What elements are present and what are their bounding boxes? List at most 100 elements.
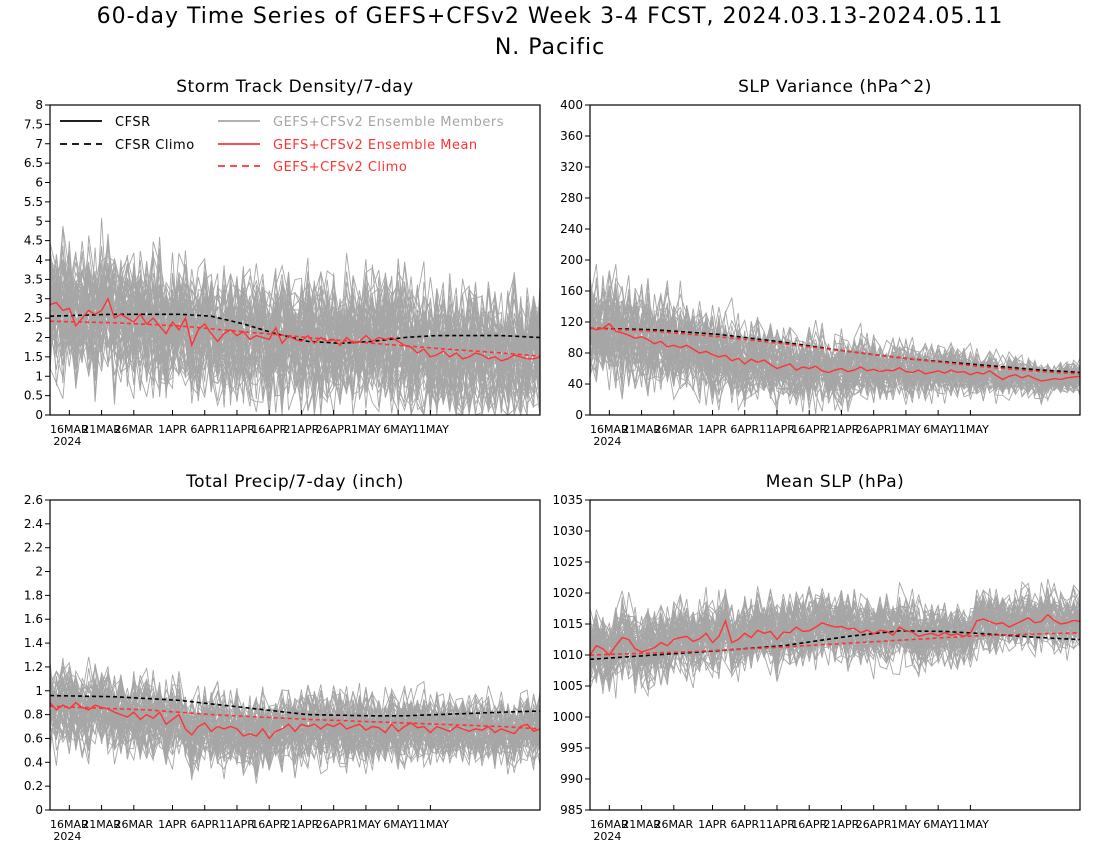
- y-tick-label: 2.2: [24, 541, 43, 555]
- x-tick-label: 26MAR: [654, 423, 693, 436]
- x-tick-label: 1APR: [158, 423, 187, 436]
- y-tick-label: 7: [35, 137, 43, 151]
- legend-label: GEFS+CFSv2 Ensemble Mean: [273, 138, 478, 153]
- ensemble-member-line: [590, 285, 1080, 398]
- ensemble-member-line: [590, 321, 1080, 398]
- plot-area: [590, 578, 1080, 699]
- legend-label: GEFS+CFSv2 Climo: [273, 160, 407, 175]
- ensemble-member-line: [50, 256, 540, 415]
- x-tick-label: 16APR: [791, 818, 827, 831]
- x-tick-label: 6APR: [730, 818, 759, 831]
- y-tick-label: 2.6: [24, 493, 43, 507]
- ensemble-mean-line: [590, 322, 1080, 382]
- x-tick-label: 6MAY: [923, 423, 953, 436]
- y-tick-label: 5.5: [24, 195, 43, 209]
- ensemble-member-line: [50, 263, 540, 414]
- x-tick-label: 21MAR: [82, 423, 121, 436]
- y-tick-label: 320: [560, 160, 583, 174]
- x-tick-label: 21APR: [284, 423, 320, 436]
- chart-panel-4: 985 990 995 1000 1005 1010 1015 1020 1025 1030 103…: [552, 472, 1081, 843]
- x-tick-label: 21APR: [824, 818, 860, 831]
- chart-panel-1: 00.511.522.533.544.555.566.577.5816MAR21…: [24, 77, 541, 448]
- panel-title: SLP Variance (hPa^2): [738, 77, 932, 97]
- ensemble-member-line: [50, 678, 540, 764]
- x-tick-label: 11APR: [219, 423, 255, 436]
- x-tick-label: 16MAR: [50, 423, 89, 436]
- ensemble-mean-line: [50, 701, 540, 740]
- ensemble-member-line: [50, 270, 540, 415]
- ensemble-member-line: [50, 683, 540, 774]
- x-tick-label: 26MAR: [654, 818, 693, 831]
- y-tick-label: 1010: [552, 648, 583, 662]
- y-tick-label: 3.5: [24, 272, 43, 286]
- ensemble-member-line: [590, 289, 1080, 415]
- ensemble-member-line: [50, 683, 540, 784]
- x-tick-label: 21MAR: [622, 423, 661, 436]
- x-tick-label: 6MAY: [383, 423, 413, 436]
- x-tick-label: 6APR: [190, 423, 219, 436]
- y-tick-label: 3: [35, 292, 43, 306]
- y-tick-label: 40: [568, 377, 583, 391]
- gefs-climo-line: [590, 631, 1080, 656]
- y-tick-label: 1.2: [24, 660, 43, 674]
- y-tick-label: 1025: [552, 555, 583, 569]
- y-tick-label: 1: [35, 684, 43, 698]
- x-tick-label: 1APR: [158, 818, 187, 831]
- y-tick-label: 2.5: [24, 311, 43, 325]
- ensemble-member-line: [50, 661, 540, 764]
- y-tick-label: 0.4: [24, 755, 43, 769]
- figure-title: 60-day Time Series of GEFS+CFSv2 Week 3-…: [96, 4, 1004, 29]
- y-tick-label: 1030: [552, 524, 583, 538]
- y-tick-label: 7.5: [24, 117, 43, 131]
- y-tick-label: 1020: [552, 586, 583, 600]
- y-tick-label: 2.4: [24, 517, 43, 531]
- x-tick-label: 16MAR: [50, 818, 89, 831]
- y-tick-label: 0.5: [24, 389, 43, 403]
- y-tick-label: 8: [35, 98, 43, 112]
- x-tick-label: 1APR: [698, 818, 727, 831]
- y-tick-label: 4: [35, 253, 43, 267]
- x-tick-label: 6MAY: [923, 818, 953, 831]
- y-tick-label: 1.6: [24, 612, 43, 626]
- x-tick-label: 26APR: [856, 818, 892, 831]
- y-tick-label: 0: [575, 408, 583, 422]
- ensemble-member-line: [590, 597, 1080, 675]
- plot-area: [50, 218, 540, 415]
- y-tick-label: 0: [35, 803, 43, 817]
- y-tick-label: 200: [560, 253, 583, 267]
- ensemble-mean-line: [50, 297, 540, 362]
- ensemble-member-line: [50, 261, 540, 411]
- gefs-climo-line: [590, 327, 1080, 375]
- y-tick-label: 1.5: [24, 350, 43, 364]
- x-tick-label: 26APR: [316, 818, 352, 831]
- cfsr-climo-line: [50, 313, 540, 345]
- x-tick-label: 16MAR: [590, 818, 629, 831]
- x-tick-label: 6APR: [190, 818, 219, 831]
- panel-title: Total Precip/7-day (inch): [185, 472, 404, 492]
- ensemble-member-line: [590, 600, 1080, 677]
- x-tick-label: 11APR: [759, 423, 795, 436]
- x-tick-label: 16APR: [251, 818, 287, 831]
- y-tick-label: 0.6: [24, 731, 43, 745]
- plot-area: [50, 656, 540, 784]
- legend-label: CFSR Climo: [115, 138, 195, 153]
- y-tick-label: 2: [35, 565, 43, 579]
- y-tick-label: 1000: [552, 710, 583, 724]
- x-tick-label: 21APR: [824, 423, 860, 436]
- y-tick-label: 0.8: [24, 708, 43, 722]
- y-tick-label: 0.2: [24, 779, 43, 793]
- y-tick-label: 1015: [552, 617, 583, 631]
- y-tick-label: 6.5: [24, 156, 43, 170]
- y-tick-label: 240: [560, 222, 583, 236]
- ensemble-member-line: [50, 677, 540, 766]
- x-tick-label: 21MAR: [622, 818, 661, 831]
- x-tick-label: 11MAY: [952, 423, 989, 436]
- figure-subtitle: N. Pacific: [494, 35, 606, 60]
- x-tick-label: 16APR: [251, 423, 287, 436]
- ensemble-member-line: [50, 255, 540, 415]
- x-tick-label: 1APR: [698, 423, 727, 436]
- y-tick-label: 1.4: [24, 636, 43, 650]
- x-tick-label: 1MAY: [891, 818, 921, 831]
- ensemble-member-line: [50, 679, 540, 765]
